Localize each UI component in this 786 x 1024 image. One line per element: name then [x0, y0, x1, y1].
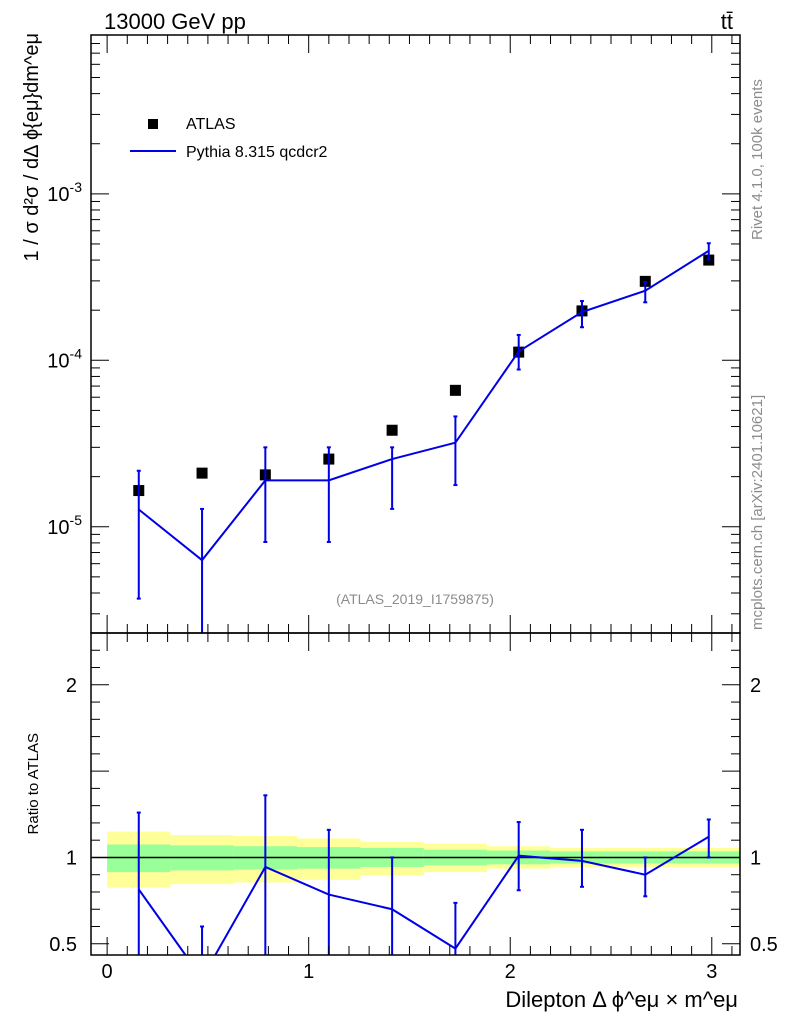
uncertainty-band-layer: [91, 831, 741, 888]
ratio-y-tick-label-left-0: 0.5: [49, 934, 77, 956]
axes-layer: 0 1 2 3 10-5 10-4 10-3 0.5 0.5 1 1 2 2: [47, 34, 778, 983]
ratio-y-axis-title: Ratio to ATLAS: [25, 733, 42, 834]
series-layer: [133, 242, 715, 956]
analysis-watermark: (ATLAS_2019_I1759875): [336, 591, 494, 607]
x-tick-label-2: 2: [505, 961, 516, 983]
ratio-line-0: [137, 888, 187, 956]
rivet-label: Rivet 4.1.0, 100k events: [749, 79, 766, 240]
legend-mc-label: Pythia 8.315 qcdcr2: [186, 144, 328, 161]
data-point-1: [196, 467, 208, 479]
x-tick-label-1: 1: [303, 961, 314, 983]
ratio-panel-frame: [90, 632, 741, 956]
data-point-4: [386, 424, 398, 436]
x-tick-label-0: 0: [102, 961, 113, 983]
x-tick-label-3: 3: [706, 961, 717, 983]
main-y-tick-label-2: 10-3: [47, 179, 82, 206]
ratio-y-tick-label-right-0: 0.5: [750, 934, 778, 956]
process-label: tt̄: [721, 9, 733, 34]
data-point-5: [449, 384, 461, 396]
energy-label: 13000 GeV pp: [104, 9, 246, 34]
mc-line: [138, 249, 710, 562]
ratio-y-tick-label-right-2: 2: [750, 675, 761, 697]
mcplots-label: mcplots.cern.ch [arXiv:2401.10621]: [749, 395, 766, 630]
main-y-tick-label-0: 10-5: [47, 512, 82, 539]
x-axis-title: Dilepton Δ ϕ^eμ × m^eμ: [505, 987, 738, 1012]
ratio-y-tick-label-left-1: 1: [66, 847, 77, 869]
ratio-y-tick-label-left-2: 2: [66, 675, 77, 697]
legend-data-marker: [148, 119, 158, 129]
main-y-axis-title: 1 / σ d²σ / dΔ ϕ{eμ}dm^eμ: [21, 33, 43, 261]
ratio-y-tick-label-right-1: 1: [750, 847, 761, 869]
main-y-tick-label-1: 10-4: [47, 345, 82, 372]
legend-data-label: ATLAS: [186, 116, 236, 133]
